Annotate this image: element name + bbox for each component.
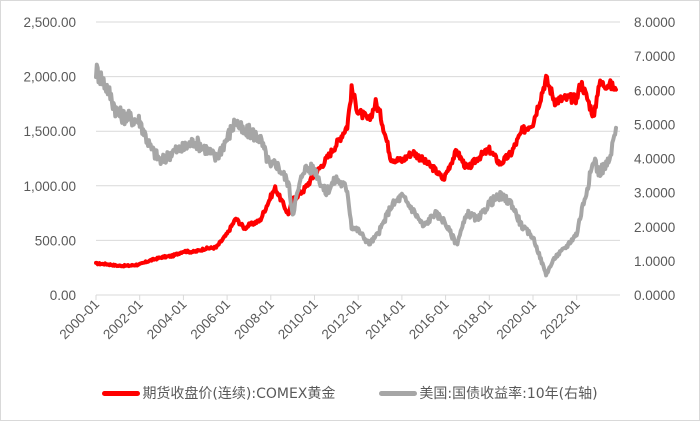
x-axis-tick-label: 2020-01 [493, 297, 539, 343]
x-axis-tick-label: 2012-01 [319, 297, 365, 343]
right-axis-tick-label: 5.0000 [634, 117, 675, 132]
right-axis-tick-label: 8.0000 [634, 15, 675, 30]
x-axis-tick-label: 2004-01 [144, 297, 190, 343]
x-axis-tick-label: 2022-01 [537, 297, 583, 343]
left-axis-tick-label: 1,000.00 [23, 179, 76, 194]
legend: 期货收盘价(连续):COMEX黄金 美国:国债收益率:10年(右轴) [0, 378, 700, 408]
x-axis-tick-label: 2018-01 [450, 297, 496, 343]
x-axis-tick-label: 2008-01 [231, 297, 277, 343]
left-y-axis: 0.00 500.00 1,000.00 1,500.00 2,000.00 2,500.… [23, 15, 76, 303]
right-axis-tick-label: 7.0000 [634, 49, 675, 64]
left-axis-tick-label: 500.00 [35, 233, 76, 248]
right-axis-tick-label: 3.0000 [634, 186, 675, 201]
right-axis-tick-label: 1.0000 [634, 254, 675, 269]
right-axis-tick-label: 4.0000 [634, 152, 675, 167]
x-axis-tick-label: 2002-01 [100, 297, 146, 343]
gold-price-line [94, 73, 618, 269]
left-axis-tick-label: 0.00 [50, 288, 76, 303]
gray-line-swatch-icon [379, 390, 418, 396]
legend-item-treasury-yield: 美国:国债收益率:10年(右轴) [379, 383, 598, 403]
right-axis-tick-label: 6.0000 [634, 83, 675, 98]
x-axis-tick-label: 2016-01 [406, 297, 452, 343]
legend-label-treasury-yield: 美国:国债收益率:10年(右轴) [419, 386, 598, 402]
right-y-axis: 0.0000 1.0000 2.0000 3.0000 4.0000 5.0000 6.00… [634, 15, 675, 303]
x-axis-tick-label: 2014-01 [362, 297, 408, 343]
left-axis-tick-label: 2,000.00 [23, 70, 76, 85]
x-axis-tick-label: 2006-01 [188, 297, 234, 343]
series-lines [94, 62, 618, 278]
right-axis-tick-label: 2.0000 [634, 220, 675, 235]
gridlines [96, 21, 620, 241]
x-axis-tick-label: 2010-01 [275, 297, 321, 343]
treasury-yield-line [94, 62, 618, 278]
legend-item-gold: 期货收盘价(连续):COMEX黄金 [102, 383, 335, 403]
left-axis-tick-label: 1,500.00 [23, 124, 76, 139]
right-axis-tick-label: 0.0000 [634, 288, 675, 303]
left-axis-tick-label: 2,500.00 [23, 15, 76, 30]
red-line-swatch-icon [102, 390, 141, 396]
x-axis-tick-label: 2000-01 [56, 297, 102, 343]
x-axis: 2000-012002-012004-012006-012008-012010-… [56, 294, 620, 343]
legend-label-gold: 期货收盘价(连续):COMEX黄金 [142, 386, 336, 402]
